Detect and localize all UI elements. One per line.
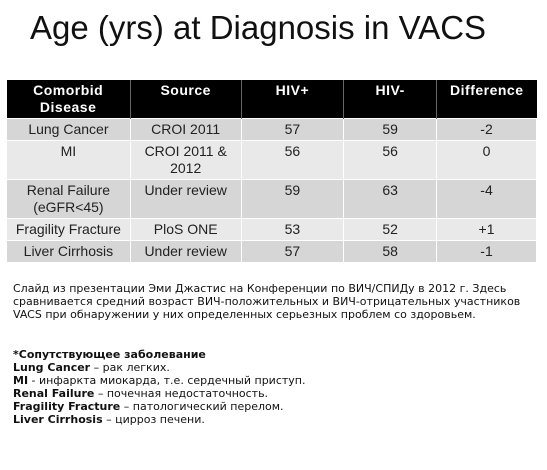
header-difference: Difference xyxy=(436,80,537,119)
cell-hiv-negative: 63 xyxy=(343,179,438,219)
cell-hiv-negative: 56 xyxy=(343,140,438,180)
table-row: Renal Failure (eGFR<45) Under review 59 … xyxy=(6,179,537,219)
header-hiv-negative: HIV- xyxy=(343,80,437,119)
definition-term: MI xyxy=(13,374,29,387)
definitions-heading: *Сопутствующее заболевание xyxy=(13,348,206,361)
cell-disease: Liver Cirrhosis xyxy=(6,240,131,263)
definitions: *Сопутствующее заболевание Lung Cancer –… xyxy=(13,348,533,426)
definition-text: – патологический перелом. xyxy=(120,400,284,413)
definition-term: Lung Cancer xyxy=(13,361,91,374)
cell-source: Under review xyxy=(129,179,242,219)
definition-term: Liver Cirrhosis xyxy=(13,413,103,426)
header-comorbid-disease: Comorbid Disease xyxy=(6,80,131,119)
cell-disease: Fragility Fracture xyxy=(6,218,131,241)
comorbidity-table: Comorbid Disease Source HIV+ HIV- Differ… xyxy=(6,80,537,263)
cell-hiv-negative: 58 xyxy=(343,240,438,263)
cell-difference: +1 xyxy=(436,218,537,241)
cell-disease: MI xyxy=(6,140,131,180)
header-hiv-positive: HIV+ xyxy=(240,80,344,119)
table-row: Liver Cirrhosis Under review 57 58 -1 xyxy=(6,240,537,263)
definition-item: Renal Failure – почечная недостаточность… xyxy=(13,387,533,400)
table-row: MI CROI 2011 & 2012 56 56 0 xyxy=(6,140,537,180)
definition-item: Fragility Fracture – патологический пере… xyxy=(13,400,533,413)
cell-hiv-positive: 56 xyxy=(240,140,345,180)
definition-item: MI - инфаркта миокарда, т.е. сердечный п… xyxy=(13,374,533,387)
slide-note: Слайд из презентации Эми Джастис на Конф… xyxy=(13,282,533,321)
cell-difference: 0 xyxy=(436,140,537,180)
table-header-row: Comorbid Disease Source HIV+ HIV- Differ… xyxy=(6,80,537,119)
definition-text: - инфаркта миокарда, т.е. сердечный прис… xyxy=(28,374,306,387)
definition-text: – почечная недостаточность. xyxy=(94,387,269,400)
cell-difference: -1 xyxy=(436,240,537,263)
cell-source: CROI 2011 xyxy=(129,118,242,141)
cell-hiv-positive: 59 xyxy=(240,179,345,219)
cell-hiv-positive: 53 xyxy=(240,218,345,241)
header-source: Source xyxy=(129,80,242,119)
cell-hiv-negative: 52 xyxy=(343,218,438,241)
table-row: Lung Cancer CROI 2011 57 59 -2 xyxy=(6,118,537,141)
cell-hiv-positive: 57 xyxy=(240,118,345,141)
table-row: Fragility Fracture PloS ONE 53 52 +1 xyxy=(6,218,537,241)
cell-hiv-positive: 57 xyxy=(240,240,345,263)
cell-difference: -4 xyxy=(436,179,537,219)
cell-hiv-negative: 59 xyxy=(343,118,438,141)
cell-disease: Lung Cancer xyxy=(6,118,131,141)
definition-text: – цирроз печени. xyxy=(102,413,205,426)
definition-item: Liver Cirrhosis – цирроз печени. xyxy=(13,413,533,426)
cell-source: PloS ONE xyxy=(129,218,242,241)
definition-term: Renal Failure xyxy=(13,387,95,400)
definition-text: – рак легких. xyxy=(90,361,170,374)
cell-disease: Renal Failure (eGFR<45) xyxy=(6,179,131,219)
cell-difference: -2 xyxy=(436,118,537,141)
definition-item: Lung Cancer – рак легких. xyxy=(13,361,533,374)
cell-source: CROI 2011 & 2012 xyxy=(129,140,242,180)
page-title: Age (yrs) at Diagnosis in VACS xyxy=(30,9,487,46)
note-text: Слайд из презентации Эми Джастис на Конф… xyxy=(13,282,521,321)
definition-term: Fragility Fracture xyxy=(13,400,121,413)
cell-source: Under review xyxy=(129,240,242,263)
